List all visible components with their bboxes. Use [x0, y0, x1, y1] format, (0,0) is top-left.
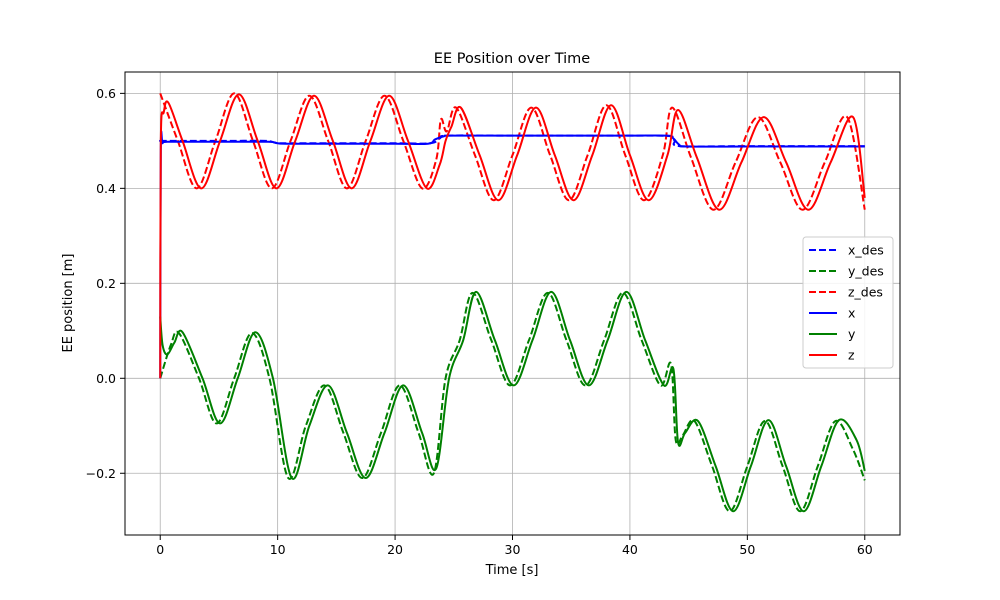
legend-label-x-des: x_des [848, 243, 884, 258]
legend-label-y: y [848, 327, 856, 342]
legend-label-y-des: y_des [848, 264, 884, 279]
y-axis: −0.2 0.0 0.2 0.4 0.6 [86, 86, 125, 481]
y-tick-label: −0.2 [86, 466, 116, 481]
series-line-z [159, 93, 866, 379]
chart-title: EE Position over Time [434, 51, 591, 67]
y-axis-label: EE position [m] [61, 254, 76, 353]
grid [125, 72, 900, 535]
x-tick-label: 30 [505, 542, 521, 557]
y-tick-label: 0.4 [96, 181, 116, 196]
x-tick-label: 50 [739, 542, 755, 557]
x-axis-label: Time [s] [485, 563, 539, 578]
x-tick-label: 0 [156, 542, 164, 557]
legend-label-z: z [848, 348, 855, 363]
series-line-y-des [159, 291, 866, 513]
series-line-y [159, 290, 866, 513]
series-line-x [159, 130, 865, 379]
x-tick-label: 10 [270, 542, 286, 557]
x-tick-label: 40 [622, 542, 638, 557]
x-tick-label: 60 [857, 542, 873, 557]
y-tick-label: 0.6 [96, 86, 116, 101]
x-tick-label: 20 [387, 542, 403, 557]
plot-area [159, 92, 866, 513]
legend-label-z-des: z_des [848, 285, 883, 300]
y-tick-label: 0.2 [96, 276, 116, 291]
legend-label-x: x [848, 306, 855, 321]
series-line-z-des [159, 92, 866, 211]
legend-frame [802, 236, 894, 369]
x-axis: 0 10 20 30 40 50 60 [156, 535, 873, 557]
y-tick-label: 0.0 [96, 371, 116, 386]
